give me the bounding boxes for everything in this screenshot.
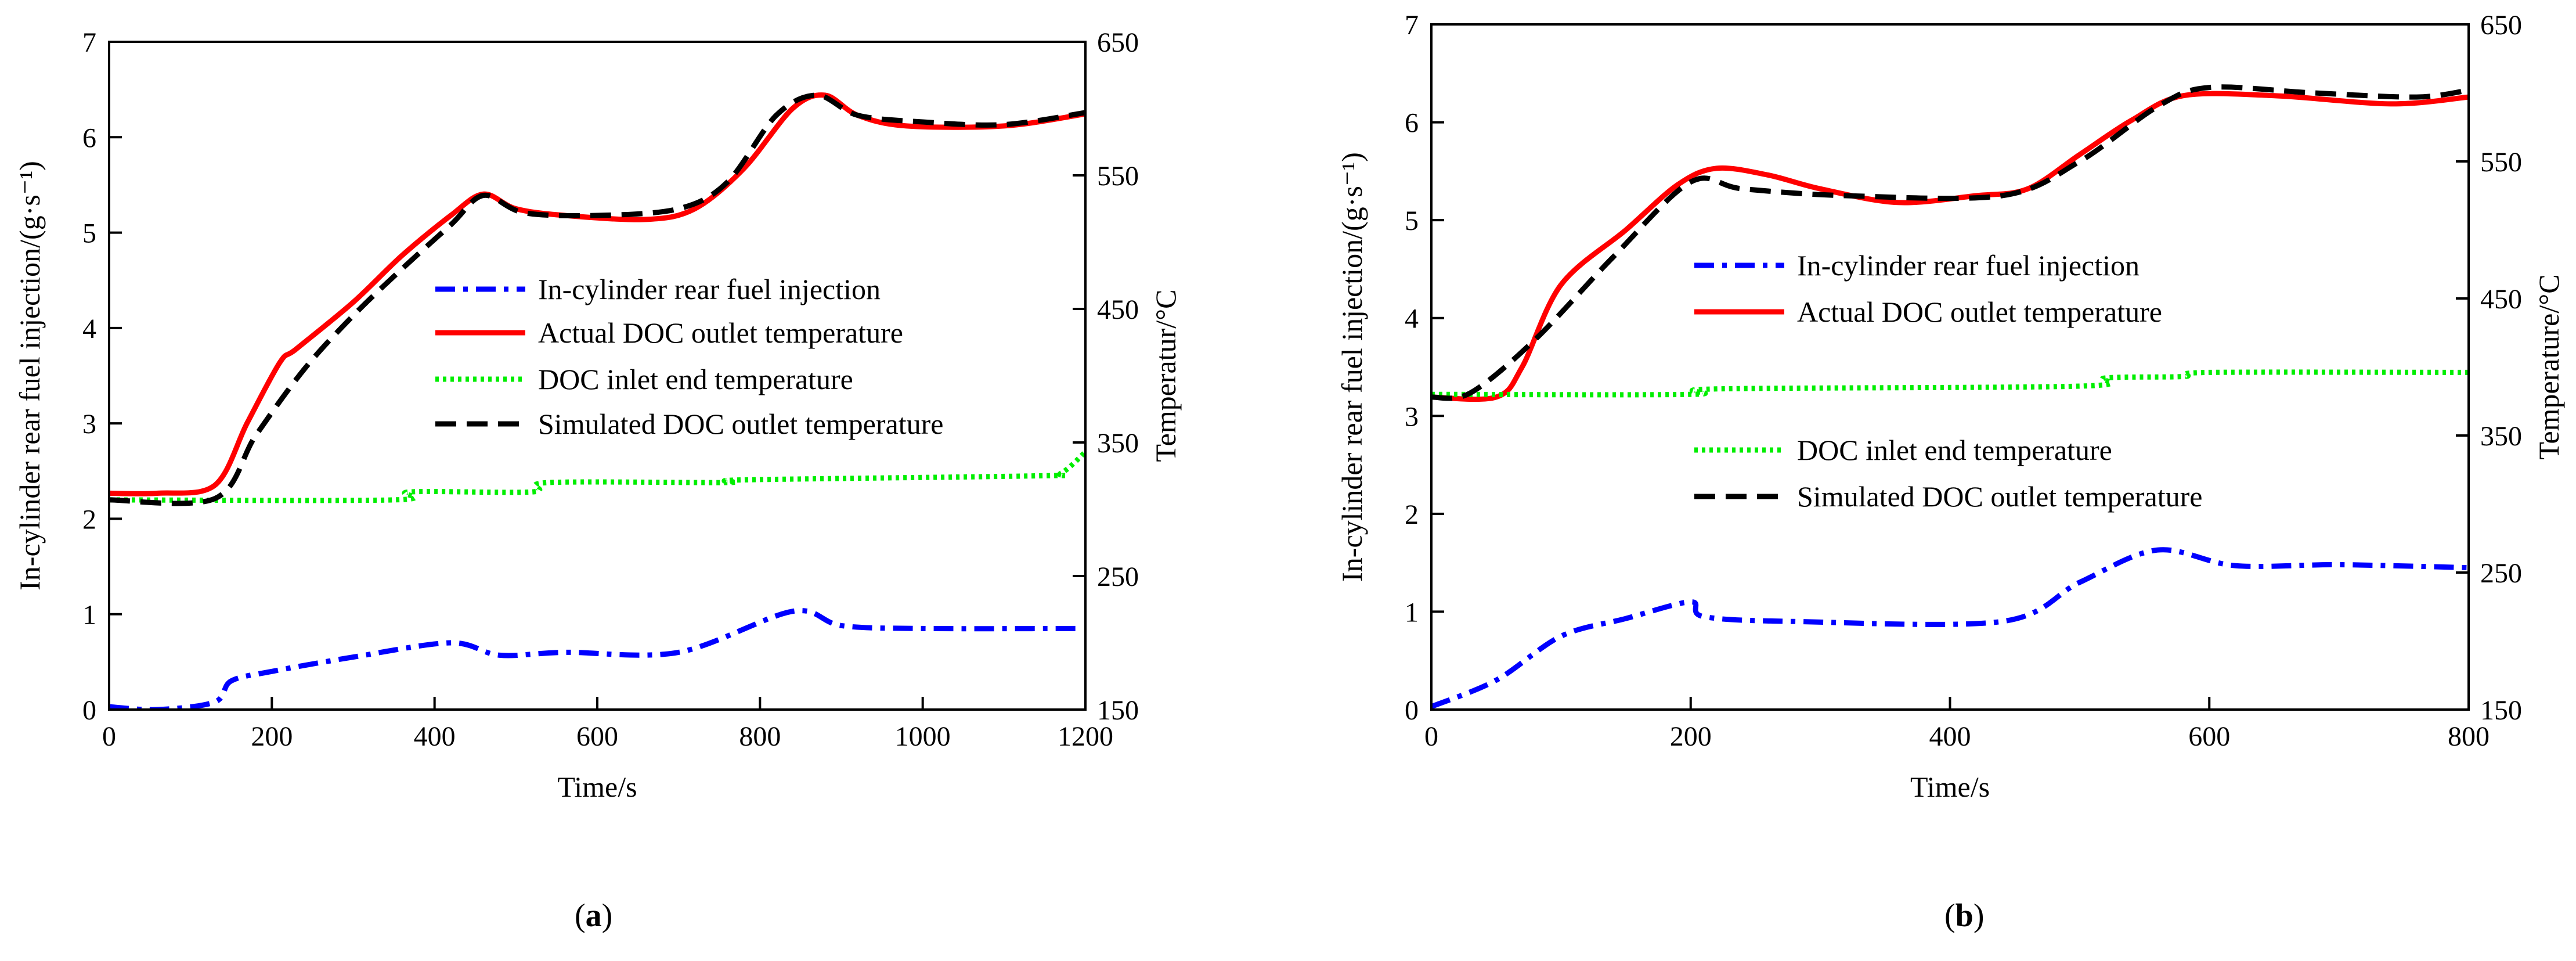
y-left-tick-label: 6 <box>82 123 96 153</box>
chart-panel-b: 0 200 400 600 800 0 1 2 3 4 5 6 7 150 250 350 450 550 650 T… <box>1288 0 2576 958</box>
legend-label: Actual DOC outlet temperature <box>538 316 903 349</box>
y-left-tick-label: 5 <box>1405 206 1419 236</box>
series-line-simulated-outlet <box>1431 84 2469 401</box>
x-tick-label: 200 <box>251 721 293 752</box>
chart-b-svg: 0 200 400 600 800 0 1 2 3 4 5 6 7 150 250 350 450 550 650 T… <box>1336 10 2565 803</box>
caption-b: (b) <box>1944 898 1985 934</box>
y-left-tick-label: 5 <box>82 218 96 249</box>
y-right-tick-label: 450 <box>1097 294 1139 325</box>
series-line-simulated-outlet <box>109 92 1085 506</box>
y-right-tick-label: 150 <box>2480 695 2522 726</box>
y-right-tick-label: 550 <box>2480 147 2522 178</box>
x-tick-label: 600 <box>2188 721 2230 752</box>
x-tick-label: 0 <box>102 721 116 752</box>
y-left-tick-label: 1 <box>82 600 96 631</box>
y-right-tick-label: 650 <box>1097 27 1139 58</box>
legend-label: Actual DOC outlet temperature <box>1797 296 2162 328</box>
y-left-tick-label: 3 <box>1405 401 1419 432</box>
series-line-actual-outlet <box>1431 91 2469 402</box>
chart-panel-a: 0 200 400 600 800 1000 1200 0 1 2 3 4 5 6 7 150 250 350 45… <box>0 0 1288 958</box>
y-right-tick-label: 450 <box>2480 284 2522 315</box>
x-tick-label: 0 <box>1424 721 1438 752</box>
chart-a-svg: 0 200 400 600 800 1000 1200 0 1 2 3 4 5 6 7 150 250 350 45… <box>13 27 1182 803</box>
x-tick-label: 800 <box>739 721 781 752</box>
y-left-tick-label: 0 <box>82 695 96 726</box>
series-line-inlet <box>109 449 1085 503</box>
x-tick-label: 200 <box>1670 721 1712 752</box>
y-right-tick-label: 150 <box>1097 695 1139 726</box>
y-left-tick-label: 6 <box>1405 108 1419 139</box>
y-right-axis-title: Temperatur/°C <box>1149 290 1182 462</box>
legend-label: DOC inlet end temperature <box>538 363 853 395</box>
y-left-axis-title: In-cylinder rear fuel injection/(g·s⁻¹) <box>1336 152 1368 582</box>
series-line-injection <box>1431 547 2469 710</box>
x-axis-title: Time/s <box>1910 771 1990 803</box>
y-left-tick-label: 7 <box>82 27 96 58</box>
y-left-axis-title: In-cylinder rear fuel injection/(g·s⁻¹) <box>13 161 46 591</box>
y-left-tick-label: 1 <box>1405 597 1419 628</box>
y-left-tick-label: 4 <box>1405 304 1419 334</box>
legend-label: In-cylinder rear fuel injection <box>1797 249 2140 282</box>
series-line-inlet <box>1431 369 2469 398</box>
x-tick-label: 1000 <box>895 721 951 752</box>
y-right-tick-label: 350 <box>1097 428 1139 459</box>
x-tick-label: 800 <box>2448 721 2490 752</box>
series-line-injection <box>109 608 1078 710</box>
y-left-tick-label: 4 <box>82 314 96 344</box>
plot-frame <box>1430 23 2470 711</box>
y-right-axis-title: Temperature/°C <box>2532 274 2565 459</box>
y-left-tick-label: 3 <box>82 409 96 440</box>
x-tick-label: 400 <box>414 721 456 752</box>
x-tick-label: 1200 <box>1058 721 1113 752</box>
y-right-tick-label: 650 <box>2480 10 2522 41</box>
y-left-tick-label: 7 <box>1405 10 1419 41</box>
legend-label: Simulated DOC outlet temperature <box>538 408 943 440</box>
y-right-tick-label: 250 <box>1097 562 1139 592</box>
x-tick-label: 400 <box>1929 721 1971 752</box>
legend-label: In-cylinder rear fuel injection <box>538 273 881 305</box>
y-left-tick-label: 0 <box>1405 695 1419 726</box>
legend-label: Simulated DOC outlet temperature <box>1797 480 2202 513</box>
legend-label: DOC inlet end temperature <box>1797 434 2112 466</box>
x-axis-title: Time/s <box>557 771 637 803</box>
y-right-tick-label: 550 <box>1097 161 1139 192</box>
x-tick-label: 600 <box>576 721 618 752</box>
caption-a: (a) <box>575 898 613 934</box>
y-right-tick-label: 250 <box>2480 558 2522 589</box>
y-left-tick-label: 2 <box>82 504 96 535</box>
y-left-tick-label: 2 <box>1405 499 1419 530</box>
y-right-tick-label: 350 <box>2480 421 2522 452</box>
